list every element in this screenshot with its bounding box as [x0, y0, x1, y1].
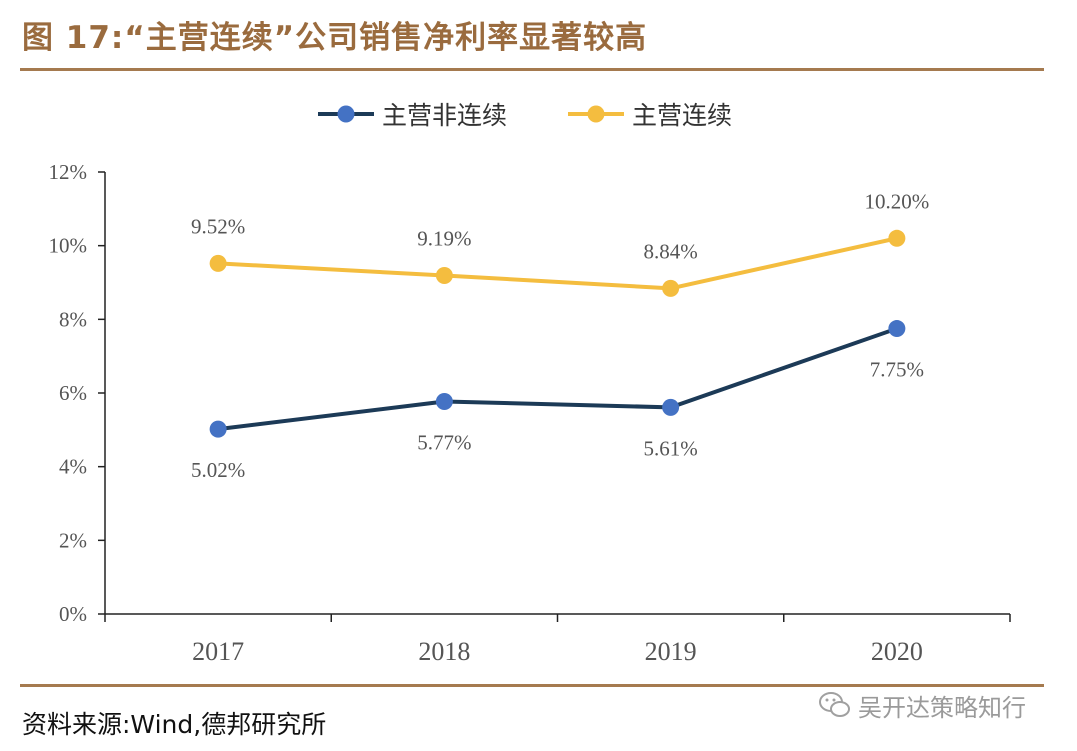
data-point-1-2 [662, 279, 680, 297]
source-note: 资料来源:Wind,德邦研究所 [22, 710, 327, 739]
title-divider [20, 68, 1044, 71]
line-chart: 0% 2% 4% 6% 8% 10% 12% 2017 2018 2019 2020 5.02% 5.7… [49, 101, 1011, 666]
data-point-0-1 [435, 392, 453, 410]
x-tick-label: 2018 [418, 637, 470, 666]
series-line-1 [218, 236, 898, 291]
x-tick-label: 2017 [192, 637, 244, 666]
legend-label-1: 主营连续 [632, 101, 732, 130]
watermark-text: 吴开达策略知行 [858, 693, 1026, 722]
data-point-0-0 [209, 420, 227, 438]
data-label-1-2: 8.84% [644, 239, 698, 263]
data-point-1-1 [435, 267, 453, 285]
data-label-0-0: 5.02% [191, 458, 245, 482]
legend-label-0: 主营非连续 [382, 101, 507, 130]
y-tick-label: 4% [59, 455, 87, 479]
y-tick-label: 2% [59, 528, 87, 552]
y-tick-label: 6% [59, 381, 87, 405]
y-tick-label: 12% [49, 160, 88, 184]
y-tick-label: 8% [59, 307, 87, 331]
data-label-0-2: 5.61% [644, 436, 698, 460]
footer-divider [20, 684, 1044, 687]
data-label-0-3: 7.75% [870, 358, 924, 382]
data-point-1-3 [888, 229, 906, 247]
data-label-0-1: 5.77% [417, 430, 471, 454]
x-tick-label: 2019 [645, 637, 697, 666]
legend-marker-1 [587, 105, 605, 123]
y-tick-label: 0% [59, 602, 87, 626]
data-label-1-0: 9.52% [191, 214, 245, 238]
data-point-0-2 [662, 398, 680, 416]
data-point-0-3 [888, 320, 906, 338]
wechat-icon [819, 692, 850, 717]
data-label-1-1: 9.19% [417, 227, 471, 251]
figure-title: 图 17:“主营连续”公司销售净利率显著较高 [22, 20, 648, 56]
y-tick-label: 10% [49, 234, 88, 258]
x-tick-label: 2020 [871, 637, 923, 666]
watermark: 吴开达策略知行 [818, 688, 1026, 722]
series-line-0 [217, 326, 898, 432]
data-label-1-3: 10.20% [865, 189, 930, 213]
legend-marker-0 [337, 105, 355, 123]
data-point-1-0 [209, 254, 227, 272]
